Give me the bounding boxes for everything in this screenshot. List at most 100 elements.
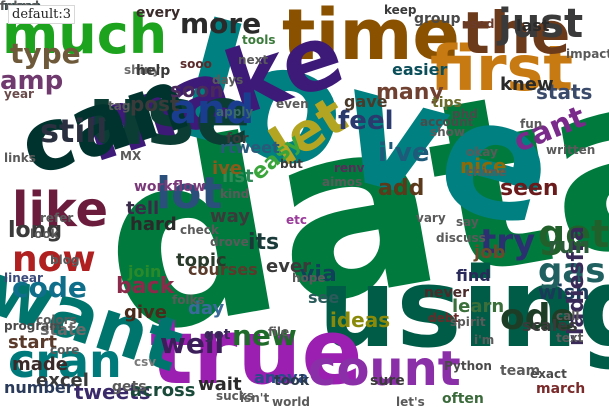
cloud-word: knew [500, 74, 554, 95]
cloud-word: sooo [180, 57, 212, 71]
plot-label: default:3 [8, 5, 75, 24]
cloud-word: ode [500, 297, 575, 338]
cloud-word: back [116, 274, 175, 299]
cloud-word: wait [198, 374, 242, 395]
cloud-word: refer [40, 211, 74, 225]
cloud-word: tips [432, 95, 462, 111]
cloud-word: written [546, 143, 596, 157]
cloud-word: gave [344, 92, 388, 111]
cloud-word: gas [538, 251, 606, 291]
cloud-word: made [12, 354, 68, 375]
cloud-word: amp [0, 66, 64, 96]
cloud-word: shiny [124, 63, 161, 77]
cloud-word: post [130, 92, 180, 116]
cloud-word: tweets [74, 380, 151, 404]
cloud-word: text [556, 331, 584, 345]
cloud-word: type [10, 37, 81, 70]
cloud-word: start [8, 332, 57, 353]
cloud-word: kind [220, 187, 250, 201]
cloud-word: long [8, 218, 63, 243]
cloud-word: ideas [330, 308, 391, 332]
cloud-word: give [124, 302, 167, 323]
cloud-word: wish [538, 280, 590, 304]
cloud-word: time [282, 0, 460, 76]
cloud-word: many [376, 80, 444, 105]
cloud-word: like [12, 182, 109, 238]
cloud-word: first [430, 32, 574, 105]
cloud-word: rtweet [220, 138, 280, 157]
cloud-word: every [136, 5, 181, 21]
cloud-word: discuss [436, 231, 486, 245]
cloud-word: look [30, 227, 59, 241]
cloud-word: i've [378, 138, 430, 168]
cloud-word: number [4, 378, 74, 397]
cloud-word: impact [566, 47, 609, 61]
cloud-word: get [538, 212, 609, 256]
cloud-word: and [170, 87, 255, 133]
cloud-word: state [40, 320, 87, 339]
cloud-word: often [442, 391, 484, 407]
cloud-word: blog [50, 253, 80, 267]
cloud-word: join [128, 262, 162, 281]
cloud-word: check [180, 223, 219, 237]
cloud-word: scales [522, 316, 578, 335]
cloud-word: help [136, 63, 171, 79]
cloud-word: cran [8, 334, 122, 388]
cloud-word: ive [212, 158, 243, 179]
cloud-word: fun [520, 117, 543, 131]
cloud-word: find [456, 266, 491, 285]
cloud-word: true [150, 300, 363, 405]
cloud-word: try [480, 222, 536, 262]
cloud-word: anova [254, 368, 309, 387]
cloud-word: march [536, 381, 586, 397]
cloud-word: use [88, 69, 251, 164]
cloud-word: via [300, 262, 337, 287]
cloud-word: used [462, 17, 495, 31]
cloud-word: sucks [216, 389, 254, 403]
cloud-word: spirit [450, 315, 486, 329]
cloud-word: say [456, 215, 479, 229]
cloud-word: phd [452, 107, 478, 121]
cloud-word: see [308, 288, 340, 307]
cloud-word: nice [460, 154, 507, 178]
cloud-word: way [210, 206, 250, 227]
cloud-word: world [272, 395, 310, 409]
cloud-word: run [548, 234, 591, 259]
cloud-word: show [430, 125, 466, 139]
cloud-word: still [40, 112, 108, 150]
cloud-word: courses [188, 260, 258, 279]
cloud-word: core [50, 343, 80, 357]
cloud-word: using [318, 244, 609, 372]
cloud-word: its [248, 230, 280, 255]
cloud-word: etc [286, 213, 307, 227]
cloud-word: across [130, 380, 196, 401]
cloud-word: let's [396, 395, 425, 409]
cloud-word: call [556, 309, 580, 323]
cloud-word: code [12, 271, 87, 304]
cloud-word: days [212, 73, 244, 87]
cloud-word: but [280, 157, 303, 171]
cloud-word: keep [384, 3, 417, 17]
cloud-word: okay [466, 145, 498, 159]
cloud-word: gets [112, 379, 147, 395]
cloud-word: exact [530, 367, 567, 381]
cloud-word: more [180, 7, 262, 40]
cloud-word: soon [170, 78, 224, 102]
cloud-word: ever [266, 256, 312, 277]
cloud-word: count [308, 341, 461, 397]
cloud-word: apply [216, 105, 254, 119]
cloud-word: hard [130, 214, 177, 235]
cloud-word: took [274, 373, 310, 389]
cloud-word: last [516, 16, 550, 35]
cloud-word: Python [444, 359, 492, 373]
cloud-word: feel [338, 106, 394, 136]
cloud-word: MX [120, 149, 142, 163]
cloud-word: the [462, 0, 571, 67]
cloud-word: isn't [240, 391, 270, 405]
cloud-word: renv [334, 161, 365, 175]
cloud-word: add [378, 176, 425, 201]
cloud-word: new [232, 319, 297, 352]
cloud-word: linear [4, 271, 43, 285]
cloud-word: easier [392, 60, 448, 79]
